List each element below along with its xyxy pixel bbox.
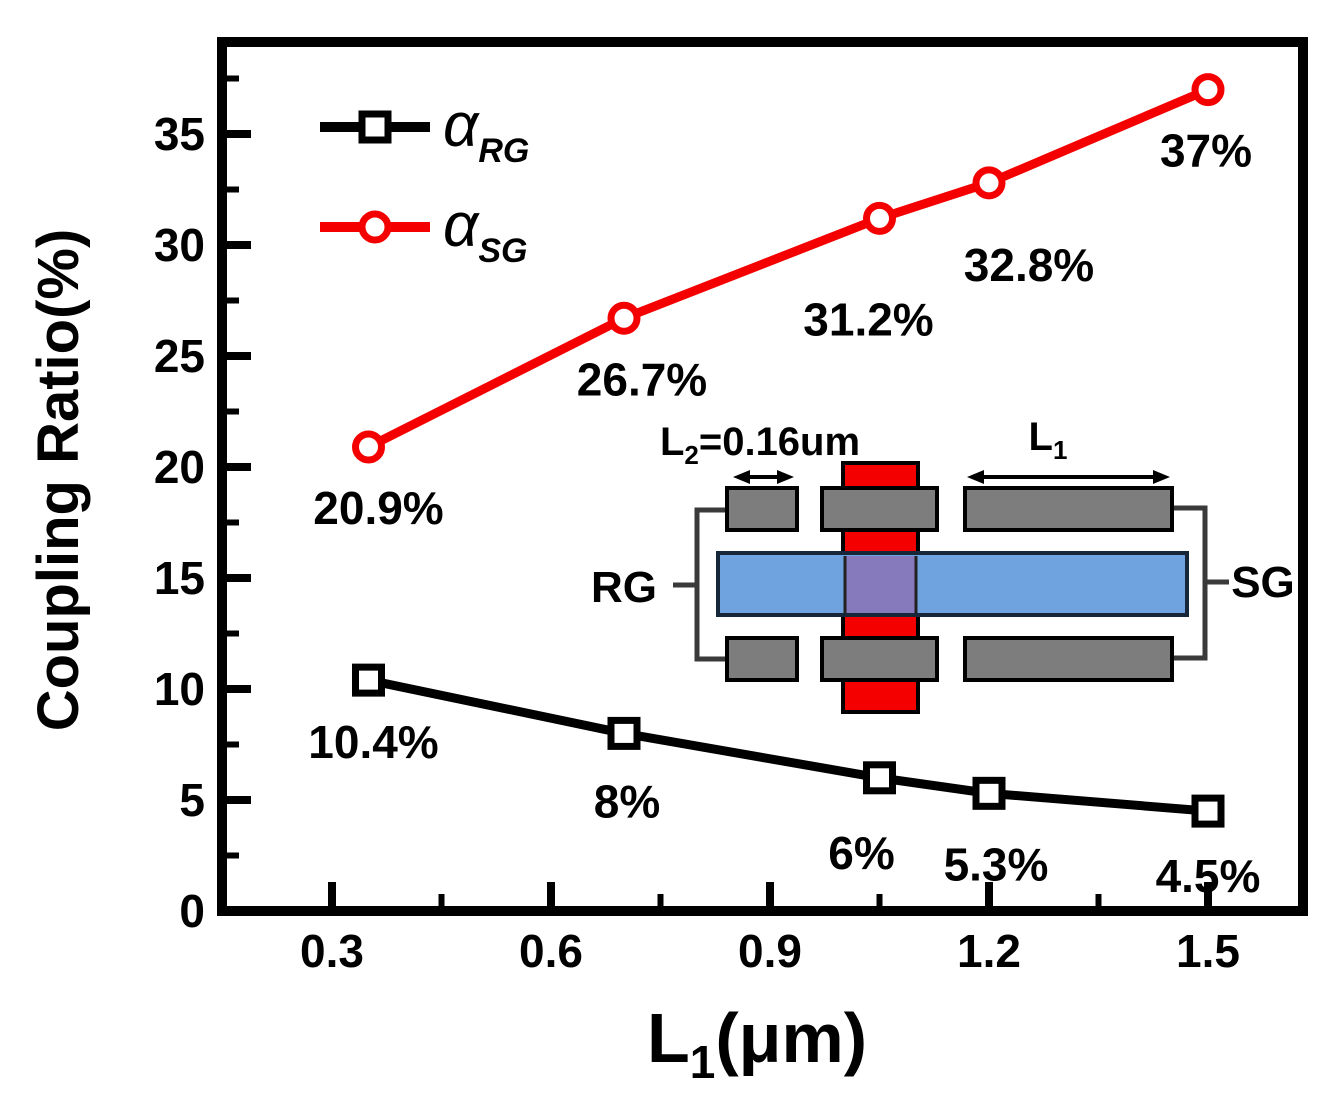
legend-subscript: SG (478, 232, 527, 270)
x-axis-tick-label: 0.3 (300, 925, 364, 977)
gray-contact-pad (963, 636, 1174, 682)
l1-dimension-arrow-head-left (967, 470, 984, 484)
y-axis-tick-label: 25 (154, 330, 205, 382)
data-label-alpha_RG: 5.3% (944, 838, 1049, 890)
plot-box (217, 37, 1308, 916)
y-axis-tick-label: 10 (154, 663, 205, 715)
data-label-alpha_RG: 4.5% (1156, 850, 1261, 902)
x-axis-tick-label: 1.2 (957, 925, 1021, 977)
l2-main: L (660, 420, 684, 464)
gray-contact-pad (820, 636, 939, 682)
data-label-alpha_RG: 8% (594, 775, 660, 827)
series-alpha_RG: 10.4% 8% 6% 5.3% 4.5% (308, 663, 1261, 902)
gray-contact-pad (725, 636, 799, 682)
l1-main: L (1029, 415, 1053, 459)
circle-marker (358, 210, 392, 244)
legend-alpha-symbol: α (443, 91, 480, 160)
x-axis-tick-label: 0.9 (738, 925, 802, 977)
series-line-alpha_RG (367, 675, 1209, 816)
circle-marker (607, 301, 641, 335)
circle-marker (863, 201, 896, 235)
l2-dimension-label: L2=0.16um (660, 420, 860, 470)
x-axis-title: L1(μm) (647, 999, 867, 1088)
y-axis-tick-label: 15 (154, 552, 205, 604)
y-axis-title: Coupling Ratio(%) (26, 229, 91, 732)
l2-value: =0.16um (699, 420, 860, 464)
l2-subscript: 2 (684, 440, 698, 470)
legend-entry-alpha_RG: αRG (443, 91, 529, 170)
legend-entry-alpha_SG: αSG (443, 191, 527, 270)
gray-contact-pad (963, 486, 1174, 532)
x-axis-tick-label: 1.5 (1176, 925, 1240, 977)
circle-marker (972, 166, 1006, 200)
square-marker (352, 663, 385, 697)
square-marker (1191, 794, 1225, 828)
l1-subscript: 1 (1053, 435, 1067, 465)
inset-sg-label: SG (1231, 558, 1295, 607)
gray-contact-pad (725, 486, 799, 532)
x-axis-title-main: L (647, 999, 690, 1077)
legend-subscript: RG (478, 132, 529, 170)
x-axis-title-subscript: 1 (690, 1036, 716, 1088)
l1-dimension-label: L1 (1029, 415, 1068, 465)
y-axis-tick-label: 20 (154, 441, 205, 493)
data-label-alpha_RG: 10.4% (308, 716, 438, 768)
square-marker (863, 761, 896, 795)
l2-dimension-arrow-head-right (777, 470, 794, 484)
y-axis-tick-label: 30 (154, 219, 205, 271)
gray-contact-pad (820, 486, 939, 532)
legend-alpha-symbol: α (443, 191, 480, 260)
l1-dimension-arrow-head-right (1153, 470, 1170, 484)
y-axis-tick-label: 0 (179, 885, 205, 937)
inset-rg-label: RG (591, 563, 657, 612)
circle-marker (1191, 73, 1225, 107)
data-label-alpha_RG: 6% (828, 827, 894, 879)
gate-channel-overlap (845, 556, 916, 613)
data-label-alpha_SG: 26.7% (577, 353, 707, 405)
axes-group: 0 5 10 15 20 25 30 35 0.3 0.6 0.9 1.2 1.5 Coupling Ra… (26, 37, 1308, 1088)
blue-channel-bar (716, 551, 1189, 617)
square-marker (358, 110, 392, 144)
series-alpha_SG: 20.9% 26.7% 31.2% 32.8% 37% (313, 73, 1252, 534)
l2-dimension-arrow-head-left (733, 470, 750, 484)
y-axis-tick-label: 35 (154, 108, 205, 160)
data-label-alpha_SG: 37% (1160, 125, 1252, 177)
x-axis-tick-label: 0.6 (519, 925, 583, 977)
circle-marker (352, 430, 385, 464)
data-label-alpha_SG: 20.9% (313, 482, 443, 534)
y-axis-tick-label: 5 (179, 774, 205, 826)
x-axis-title-unit: (μm) (715, 999, 867, 1077)
data-label-alpha_SG: 31.2% (803, 293, 933, 345)
square-marker (972, 776, 1006, 810)
square-marker (607, 716, 641, 750)
data-label-alpha_SG: 32.8% (964, 239, 1094, 291)
